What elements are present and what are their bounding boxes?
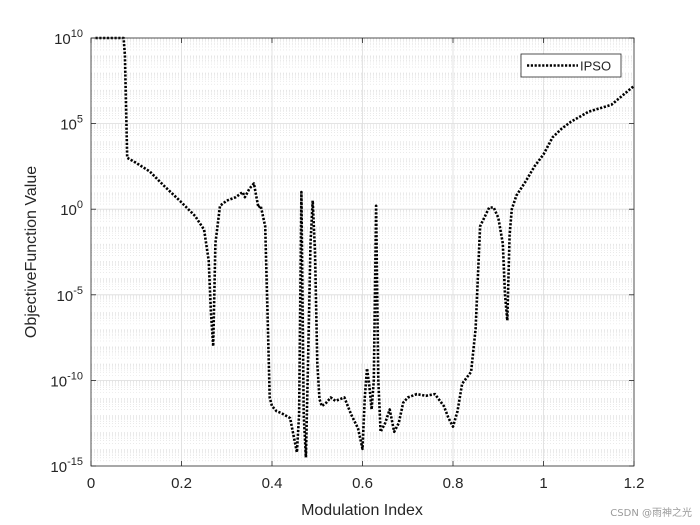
x-tick-label: 0.4 [262, 475, 283, 492]
y-tick-label: 10-10 [50, 370, 83, 390]
y-tick-label: 10-15 [50, 456, 83, 476]
x-tick-label: 1 [539, 475, 547, 492]
x-tick-label: 0.2 [171, 475, 192, 492]
legend: IPSO [520, 53, 622, 78]
y-tick-label: 1010 [54, 28, 83, 48]
y-tick-label: 100 [60, 199, 83, 219]
y-tick-label: 105 [60, 114, 83, 134]
watermark: CSDN @雨神之光 [610, 508, 692, 519]
ipso-series-line [95, 36, 635, 459]
x-tick-label: 0.6 [352, 475, 373, 492]
x-tick-label: 0.8 [443, 475, 464, 492]
y-tick-label: 10-5 [57, 285, 83, 305]
major-grid [91, 38, 634, 466]
x-tick-label: 0 [87, 475, 95, 492]
x-axis-ticks: 0 0.2 0.4 0.6 0.8 1 1.2 [87, 38, 645, 492]
y-axis-ticks: 10-15 10-10 10-5 100 105 1010 [50, 28, 634, 476]
y-axis-label: ObjectiveFunction Value [23, 166, 40, 338]
x-axis-label: Modulation Index [301, 502, 423, 519]
legend-label-ipso: IPSO [580, 59, 611, 74]
x-tick-label: 1.2 [624, 475, 645, 492]
